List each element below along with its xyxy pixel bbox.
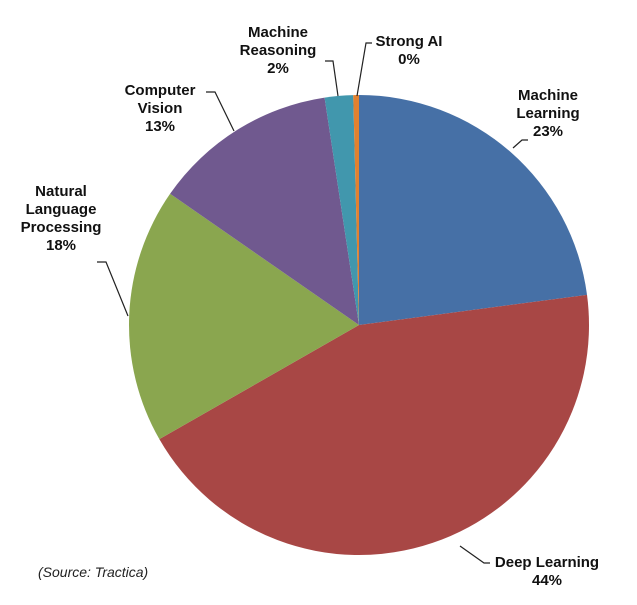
pie-slice-computer-vision [170, 97, 359, 325]
leader-line-machine-reasoning [325, 60, 339, 97]
leader-line-nlp [97, 261, 129, 317]
pie-slice-strong-ai [353, 94, 359, 325]
label-machine-reasoning: Machine Reasoning 2% [228, 24, 328, 78]
leader-line-computer-vision [206, 91, 235, 132]
pie-slices [129, 94, 590, 556]
label-text: Machine [247, 24, 308, 41]
label-nlp: Natural Language Processing 18% [2, 183, 120, 255]
source-note: (Source: Tractica) [38, 564, 149, 580]
label-strong-ai: Strong AI 0% [368, 33, 450, 69]
label-percent: 44% [531, 572, 563, 589]
leader-line-deep-learning [459, 545, 490, 564]
leader-lines [97, 42, 528, 564]
pie-slice-machine-learning [359, 95, 588, 325]
label-percent: 2% [267, 60, 289, 77]
pie-slice-natural-language-processing [129, 193, 359, 440]
label-text: Processing [20, 219, 102, 236]
label-text: Computer [124, 82, 196, 99]
label-text: Deep Learning [494, 554, 600, 571]
label-computer-vision: Computer Vision 13% [112, 82, 208, 136]
label-deep-learning: Deep Learning 44% [482, 554, 612, 590]
label-text: Language [25, 201, 97, 218]
label-percent: 13% [144, 118, 176, 135]
pie-slice-machine-reasoning [324, 95, 359, 325]
label-machine-learning: Machine Learning 23% [508, 87, 588, 141]
pie-slice-deep-learning [159, 294, 590, 556]
label-text: Natural [35, 183, 87, 200]
leader-line-machine-learning [512, 139, 528, 149]
label-text: Reasoning [239, 42, 317, 59]
label-text: Machine [517, 87, 578, 104]
label-text: Strong AI [375, 33, 443, 50]
label-percent: 0% [398, 51, 420, 68]
leader-line-strong-ai [356, 42, 372, 97]
label-text: Vision [137, 100, 183, 117]
label-percent: 23% [532, 123, 564, 140]
label-percent: 18% [45, 237, 77, 254]
label-text: Learning [516, 105, 580, 122]
